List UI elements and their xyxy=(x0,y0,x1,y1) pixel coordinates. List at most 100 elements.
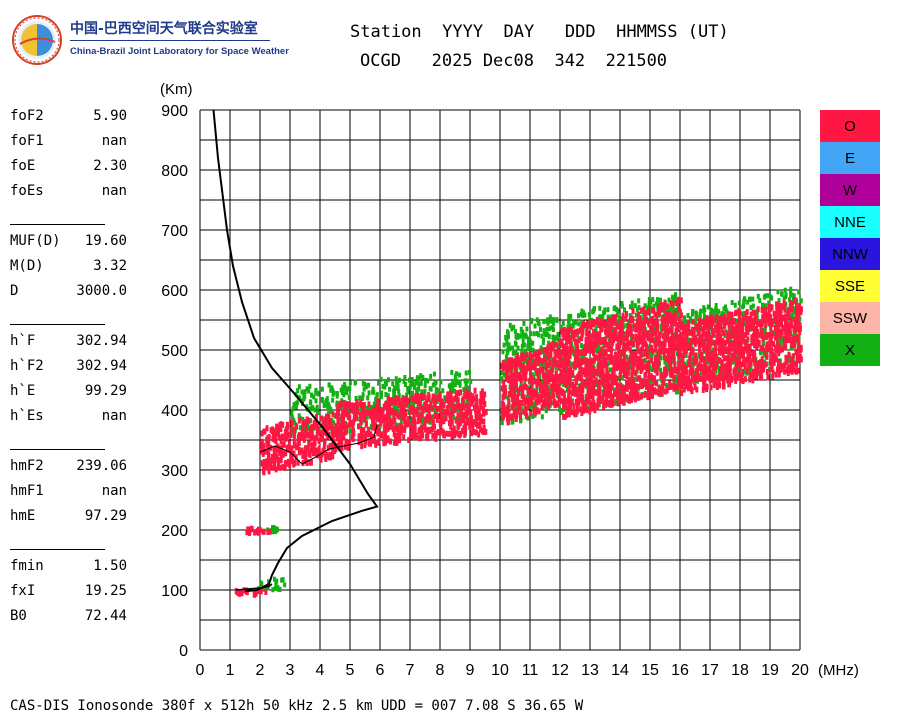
echo-point-o xyxy=(257,529,261,536)
echo-point-x xyxy=(303,389,307,395)
echo-point-o xyxy=(764,334,768,341)
echo-point-o xyxy=(574,339,578,346)
echo-point-o xyxy=(591,395,595,402)
echo-point-x xyxy=(506,334,510,340)
echo-point-o xyxy=(560,377,564,384)
echo-point-o xyxy=(784,324,788,331)
echo-point-o xyxy=(778,347,782,354)
echo-point-o xyxy=(520,374,524,381)
echo-point-o xyxy=(533,364,537,371)
echo-point-o xyxy=(414,398,418,405)
echo-point-o xyxy=(568,345,572,352)
echo-point-o xyxy=(627,330,631,337)
echo-point-o xyxy=(762,309,766,316)
echo-point-o xyxy=(768,343,772,350)
echo-point-o xyxy=(611,399,615,406)
echo-point-o xyxy=(741,337,745,344)
echo-point-x xyxy=(559,324,563,330)
echo-point-x xyxy=(309,418,313,424)
echo-point-o xyxy=(755,373,759,380)
echo-point-o xyxy=(452,428,456,435)
echo-point-x xyxy=(635,307,639,313)
echo-point-o xyxy=(311,434,315,441)
echo-point-o xyxy=(768,337,772,344)
echo-point-x xyxy=(434,379,438,385)
echo-point-o xyxy=(278,464,282,471)
echo-point-x xyxy=(763,303,767,309)
echo-point-o xyxy=(615,393,619,400)
echo-point-x xyxy=(570,323,574,329)
param-row: D 3000.0 xyxy=(10,283,135,303)
echo-point-x xyxy=(405,392,409,398)
echo-point-o xyxy=(429,426,433,433)
echo-point-o xyxy=(483,409,487,416)
echo-point-o xyxy=(584,363,588,370)
echo-point-x xyxy=(365,414,369,420)
echo-point-o xyxy=(294,454,298,461)
echo-point-o xyxy=(515,394,519,401)
echo-point-o xyxy=(674,366,678,373)
echo-point-o xyxy=(644,332,648,339)
echo-point-o xyxy=(484,428,488,435)
echo-point-x xyxy=(360,395,364,401)
echo-point-o xyxy=(553,348,557,355)
echo-point-o xyxy=(796,312,800,319)
echo-point-o xyxy=(679,332,683,339)
echo-point-o xyxy=(326,444,330,451)
echo-point-x xyxy=(709,307,713,313)
echo-point-o xyxy=(562,376,566,383)
echo-point-x xyxy=(314,390,318,396)
echo-point-o xyxy=(645,343,649,350)
echo-point-x xyxy=(465,416,469,422)
echo-point-o xyxy=(283,435,287,442)
param-value: nan xyxy=(101,183,127,199)
echo-point-x xyxy=(345,389,349,395)
echo-point-o xyxy=(650,325,654,332)
echo-point-o xyxy=(595,318,599,325)
echo-point-o xyxy=(773,324,777,331)
echo-point-o xyxy=(732,318,736,325)
echo-point-o xyxy=(460,410,464,417)
echo-point-x xyxy=(525,326,529,332)
echo-point-o xyxy=(403,410,407,417)
echo-point-o xyxy=(529,387,533,394)
echo-point-x xyxy=(605,333,609,339)
echo-point-o xyxy=(757,320,761,327)
echo-point-x xyxy=(272,576,276,582)
echo-point-o xyxy=(566,407,570,414)
echo-point-o xyxy=(639,307,643,314)
echo-point-x xyxy=(451,413,455,419)
echo-point-o xyxy=(300,447,304,454)
echo-point-x xyxy=(612,306,616,312)
echo-point-o xyxy=(593,407,597,414)
echo-point-o xyxy=(327,454,331,461)
echo-point-o xyxy=(356,423,360,430)
lab-logo: 中国-巴西空间天气联合实验室 China-Brazil Joint Labora… xyxy=(12,12,289,72)
echo-point-x xyxy=(762,340,766,346)
echo-point-x xyxy=(529,369,533,375)
echo-point-o xyxy=(557,396,561,403)
echo-point-x xyxy=(380,391,384,397)
echo-point-o xyxy=(626,323,630,330)
echo-point-o xyxy=(667,359,671,366)
echo-point-o xyxy=(672,350,676,357)
echo-point-x xyxy=(532,331,536,337)
echo-point-o xyxy=(507,357,511,364)
echo-point-o xyxy=(717,347,721,354)
echo-point-o xyxy=(469,392,473,399)
echo-point-o xyxy=(762,312,766,319)
echo-point-o xyxy=(778,328,782,335)
echo-point-o xyxy=(567,360,571,367)
echo-point-o xyxy=(531,394,535,401)
echo-point-x xyxy=(543,364,547,370)
echo-point-o xyxy=(502,386,506,393)
echo-point-o xyxy=(650,383,654,390)
echo-point-o xyxy=(328,423,332,430)
echo-point-o xyxy=(692,327,696,334)
echo-point-x xyxy=(450,387,454,393)
echo-point-o xyxy=(689,329,693,336)
echo-point-o xyxy=(603,341,607,348)
echo-point-o xyxy=(514,383,518,390)
echo-point-x xyxy=(520,343,524,349)
echo-point-x xyxy=(536,320,540,326)
